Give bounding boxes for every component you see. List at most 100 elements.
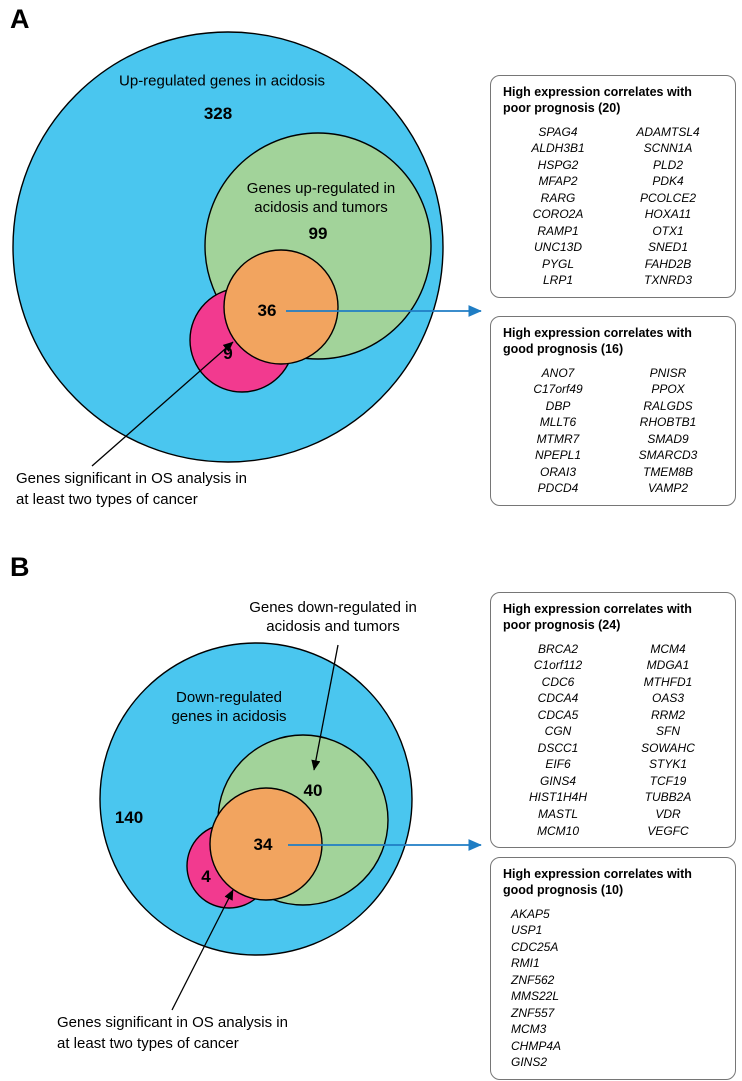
gene-column-1: AKAP5 USP1 CDC25A RMI1 ZNF562 MMS22L ZNF557 MCM…	[503, 906, 613, 1071]
panel-a-label: A	[10, 4, 30, 34]
os-note-arrow-a	[91, 341, 234, 467]
venn-b-blue-count: 140	[114, 808, 144, 827]
gene-item: TXNRD3	[643, 273, 692, 288]
gene-item: FAHD2B	[644, 256, 692, 271]
gene-item: NPEPL1	[534, 448, 582, 463]
gene-item: HOXA11	[644, 207, 692, 222]
gene-item: RARG	[540, 190, 576, 205]
venn-b-os-count: 4	[201, 867, 211, 886]
venn-a-green-count: 99	[308, 224, 328, 243]
gene-item: PDK4	[652, 174, 684, 189]
venn-a-os-count: 9	[223, 344, 233, 363]
venn-b	[99, 642, 482, 1011]
gene-column-1: ANO7 C17orf49 DBP MLLT6 MTMR7 NPEPL1 ORAI3 PDCD…	[503, 365, 613, 497]
gene-item: SCNN1A	[643, 141, 693, 156]
gene-item: SMARCD3	[638, 448, 698, 463]
gene-item: CDCA4	[537, 691, 579, 706]
venn-a-blue-label: Up-regulated genes in acidosis	[119, 72, 325, 90]
gene-item: VEGFC	[647, 823, 689, 838]
gene-item: OAS3	[651, 691, 684, 706]
gene-item: CORO2A	[532, 207, 584, 222]
venn-b-green-count: 40	[303, 781, 323, 800]
gene-item: SMAD9	[647, 431, 689, 446]
gene-item: OTX1	[652, 223, 684, 238]
gene-item: DBP	[545, 398, 571, 413]
gene-item: PYGL	[541, 256, 574, 271]
os-note-a: Genes significant in OS analysis in at l…	[16, 470, 247, 508]
gene-item: SFN	[656, 724, 680, 739]
gene-item: SPAG4	[538, 124, 578, 139]
gene-item: MASTL	[537, 806, 578, 821]
gene-item: PCOLCE2	[639, 190, 697, 205]
gene-item: RALGDS	[643, 398, 693, 413]
venn-a-overlap-count: 36	[257, 301, 277, 320]
venn-b-green-label: Genes down-regulated in acidosis and tum…	[249, 598, 417, 635]
gene-item: PNISR	[649, 365, 687, 380]
venn-a-orange-circle	[223, 249, 339, 365]
poor-prognosis-title-b: High expression correlates with poor pro…	[503, 602, 692, 632]
gene-item: TCF19	[649, 773, 687, 788]
os-note-arrow-b	[171, 889, 234, 1011]
gene-item: RAMP1	[537, 223, 579, 238]
gene-item: CDC25A	[511, 939, 559, 954]
gene-columns: AKAP5 USP1 CDC25A RMI1 ZNF562 MMS22L ZNF557 MCM…	[503, 906, 723, 1071]
gene-item: ZNF557	[511, 1005, 555, 1020]
gene-item: CGN	[544, 724, 572, 739]
gene-item: GINS2	[511, 1055, 548, 1070]
gene-columns: BRCA2 C1orf112 CDC6 CDCA4 CDCA5 CGN DSCC1 EIF6 G…	[503, 641, 723, 840]
gene-item: ZNF562	[511, 972, 555, 987]
gene-item: MLLT6	[539, 415, 577, 430]
gene-item: MFAP2	[538, 174, 578, 189]
gene-item: MDGA1	[646, 658, 690, 673]
gene-item: TUBB2A	[644, 790, 692, 805]
gene-item: CDCA5	[537, 707, 579, 722]
gene-columns: ANO7 C17orf49 DBP MLLT6 MTMR7 NPEPL1 ORAI3 PDCD…	[503, 365, 723, 497]
panel-b-label: B	[10, 552, 30, 582]
gene-item: RHOBTB1	[639, 415, 697, 430]
gene-item: ANO7	[541, 365, 575, 380]
gene-item: ADAMTSL4	[636, 124, 700, 139]
gene-item: MCM4	[650, 641, 686, 656]
gene-column-2	[613, 906, 723, 1071]
gene-item: UNC13D	[533, 240, 582, 255]
venn-a	[12, 31, 482, 467]
gene-item: VDR	[655, 806, 681, 821]
gene-item: ALDH3B1	[531, 141, 585, 156]
gene-item: SNED1	[647, 240, 688, 255]
poor-prognosis-box-b: High expression correlates with poor pro…	[490, 592, 736, 849]
gene-item: AKAP5	[511, 906, 550, 921]
gene-item: CHMP4A	[511, 1038, 562, 1053]
venn-b-orange-circle	[209, 787, 323, 901]
gene-item: LRP1	[542, 273, 574, 288]
gene-item: CDC6	[541, 674, 575, 689]
good-prognosis-box-a: High expression correlates with good pro…	[490, 316, 736, 506]
gene-column-2: ADAMTSL4 SCNN1A PLD2 PDK4 PCOLCE2 HOXA11 OTX1 S…	[613, 124, 723, 289]
gene-item: RMI1	[511, 956, 540, 971]
poor-prognosis-box-a: High expression correlates with poor pro…	[490, 75, 736, 298]
gene-item: HIST1H4H	[528, 790, 587, 805]
venn-a-green-label: Genes up-regulated in acidosis and tumor…	[246, 179, 396, 216]
poor-prognosis-title-a: High expression correlates with poor pro…	[503, 85, 692, 115]
good-prognosis-box-b: High expression correlates with good pro…	[490, 857, 736, 1080]
gene-item: PDCD4	[537, 481, 579, 496]
gene-item: BRCA2	[537, 641, 578, 656]
gene-item: VAMP2	[647, 481, 689, 496]
gene-item: STYK1	[648, 757, 687, 772]
venn-b-blue-label: Down-regulated genes in acidosis	[171, 688, 287, 725]
gene-column-1: SPAG4 ALDH3B1 HSPG2 MFAP2 RARG CORO2A RAMP1 UNC…	[503, 124, 613, 289]
gene-item: MCM3	[511, 1022, 547, 1037]
gene-item: GINS4	[539, 773, 576, 788]
venn-b-overlap-count: 34	[253, 835, 273, 854]
gene-column-2: PNISR PPOX RALGDS RHOBTB1 SMAD9 SMARCD3 TMEM8B…	[613, 365, 723, 497]
gene-item: RRM2	[650, 707, 685, 722]
gene-item: MCM10	[536, 823, 579, 838]
gene-column-2: MCM4 MDGA1 MTHFD1 OAS3 RRM2 SFN SOWAHC STYK1 TCF…	[613, 641, 723, 840]
gene-item: MTMR7	[536, 431, 580, 446]
venn-a-blue-count: 328	[203, 104, 233, 123]
good-prognosis-title-a: High expression correlates with good pro…	[503, 326, 692, 356]
good-prognosis-title-b: High expression correlates with good pro…	[503, 867, 692, 897]
gene-column-1: BRCA2 C1orf112 CDC6 CDCA4 CDCA5 CGN DSCC1 EIF6 G…	[503, 641, 613, 840]
green-label-arrow-b	[311, 644, 339, 771]
